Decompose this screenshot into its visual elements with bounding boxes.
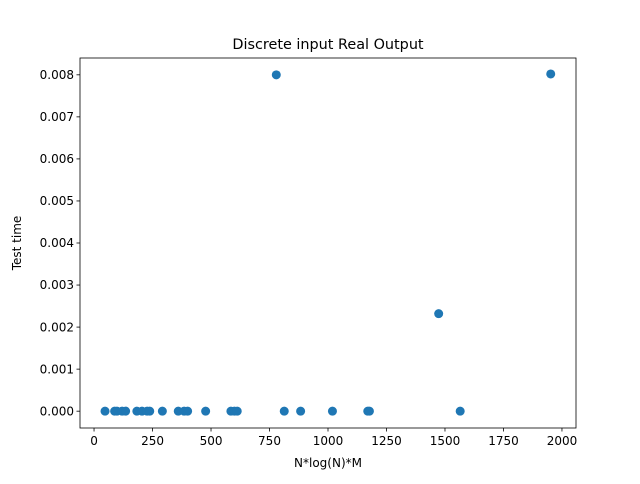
scatter-point	[327, 406, 337, 416]
scatter-point	[232, 406, 242, 416]
y-tick-label: 0.002	[40, 320, 74, 334]
x-tick-label: 1750	[488, 434, 519, 448]
y-tick-label: 0.005	[40, 194, 74, 208]
x-axis-ticks: 0 250 500 750 1000 1250 1500 1750 2000	[90, 428, 577, 448]
y-tick-label: 0.003	[40, 278, 74, 292]
scatter-point	[546, 69, 556, 79]
scatter-point	[364, 406, 374, 416]
y-tick-label: 0.006	[40, 152, 74, 166]
x-tick-label: 1250	[371, 434, 402, 448]
x-tick-label: 500	[200, 434, 223, 448]
x-tick-label: 250	[141, 434, 164, 448]
y-axis-ticks: 0.000 0.001 0.002 0.003 0.004 0.005 0.006 0.007…	[40, 68, 80, 418]
y-tick-label: 0.008	[40, 68, 74, 82]
chart-title: Discrete input Real Output	[232, 37, 424, 53]
y-tick-label: 0.000	[40, 404, 74, 418]
scatter-point	[145, 406, 155, 416]
x-axis-label: N*log(N)*M	[294, 456, 362, 470]
plot-area-frame	[79, 57, 577, 429]
y-tick-label: 0.004	[40, 236, 74, 250]
scatter-point	[279, 406, 289, 416]
scatter-point	[100, 406, 110, 416]
x-tick-label: 750	[258, 434, 281, 448]
scatter-point	[296, 406, 306, 416]
scatter-point	[434, 309, 444, 319]
scatter-point	[201, 406, 211, 416]
scatter-point	[271, 70, 281, 80]
scatter-point	[455, 406, 465, 416]
x-tick-label: 0	[90, 434, 98, 448]
y-tick-label: 0.007	[40, 110, 74, 124]
y-axis-label: Test time	[10, 216, 24, 272]
scatter-point	[157, 406, 167, 416]
y-tick-label: 0.001	[40, 362, 74, 376]
x-tick-label: 1000	[313, 434, 344, 448]
x-tick-label: 2000	[547, 434, 578, 448]
scatter-point	[121, 406, 131, 416]
data-points	[100, 69, 556, 416]
scatter-point	[183, 406, 193, 416]
x-tick-label: 1500	[430, 434, 461, 448]
